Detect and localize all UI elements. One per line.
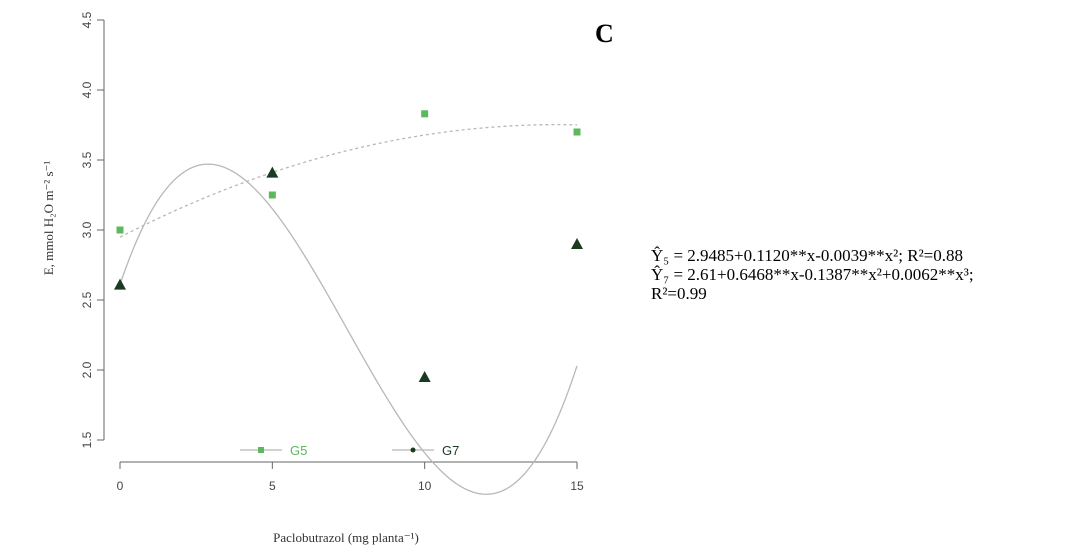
point-g5 bbox=[421, 110, 429, 118]
legend-marker-g7 bbox=[410, 447, 416, 453]
point-g7 bbox=[114, 278, 126, 290]
point-g7 bbox=[418, 371, 431, 382]
point-g7 bbox=[571, 238, 583, 249]
equation-g5: Ŷ₅ = 2.9485+0.1120**x-0.0039**x²; R²=0.8… bbox=[651, 246, 964, 265]
x-tick-label: 15 bbox=[570, 479, 584, 493]
point-g7 bbox=[266, 166, 279, 178]
legend-marker-g5 bbox=[258, 447, 264, 453]
legend-label-g7: G7 bbox=[442, 443, 459, 458]
equation-g7: Ŷ₇ = 2.61+0.6468**x-0.1387**x²+0.0062**x… bbox=[651, 265, 974, 284]
y-tick-label: 1.5 bbox=[80, 431, 94, 448]
point-g5 bbox=[573, 128, 581, 136]
x-axis-label: Paclobutrazol (mg planta⁻¹) bbox=[273, 530, 419, 545]
x-tick-label: 0 bbox=[117, 479, 124, 493]
fit-curve-g5 bbox=[119, 123, 578, 238]
fit-curves bbox=[119, 123, 578, 495]
y-tick-label: 3.0 bbox=[80, 221, 94, 238]
point-g5 bbox=[116, 226, 124, 234]
x-tick-label: 10 bbox=[418, 479, 432, 493]
axes: 1.5 2.0 2.5 3.0 3.5 4.0 4.5 0 5 10 15 bbox=[80, 11, 584, 493]
y-tick-label: 3.5 bbox=[80, 151, 94, 168]
y-tick-label: 4.5 bbox=[80, 11, 94, 28]
y-axis-label: E, mmol H₂O m⁻² s⁻¹ bbox=[41, 161, 56, 276]
data-points bbox=[114, 110, 583, 382]
point-g5 bbox=[268, 191, 276, 199]
chart: 1.5 2.0 2.5 3.0 3.5 4.0 4.5 0 5 10 15 G5 G7 E, mmol… bbox=[41, 11, 614, 545]
x-tick-label: 5 bbox=[269, 479, 276, 493]
panel-label: C bbox=[595, 19, 614, 48]
fit-curve-g7 bbox=[119, 163, 578, 495]
y-tick-label: 4.0 bbox=[80, 81, 94, 98]
legend: G5 G7 bbox=[240, 443, 459, 458]
y-tick-label: 2.5 bbox=[80, 291, 94, 308]
regression-equations: Ŷ₅ = 2.9485+0.1120**x-0.0039**x²; R²=0.8… bbox=[651, 246, 1091, 303]
legend-label-g5: G5 bbox=[290, 443, 307, 458]
y-tick-label: 2.0 bbox=[80, 361, 94, 378]
equation-g7-r2: R²=0.99 bbox=[651, 284, 707, 303]
